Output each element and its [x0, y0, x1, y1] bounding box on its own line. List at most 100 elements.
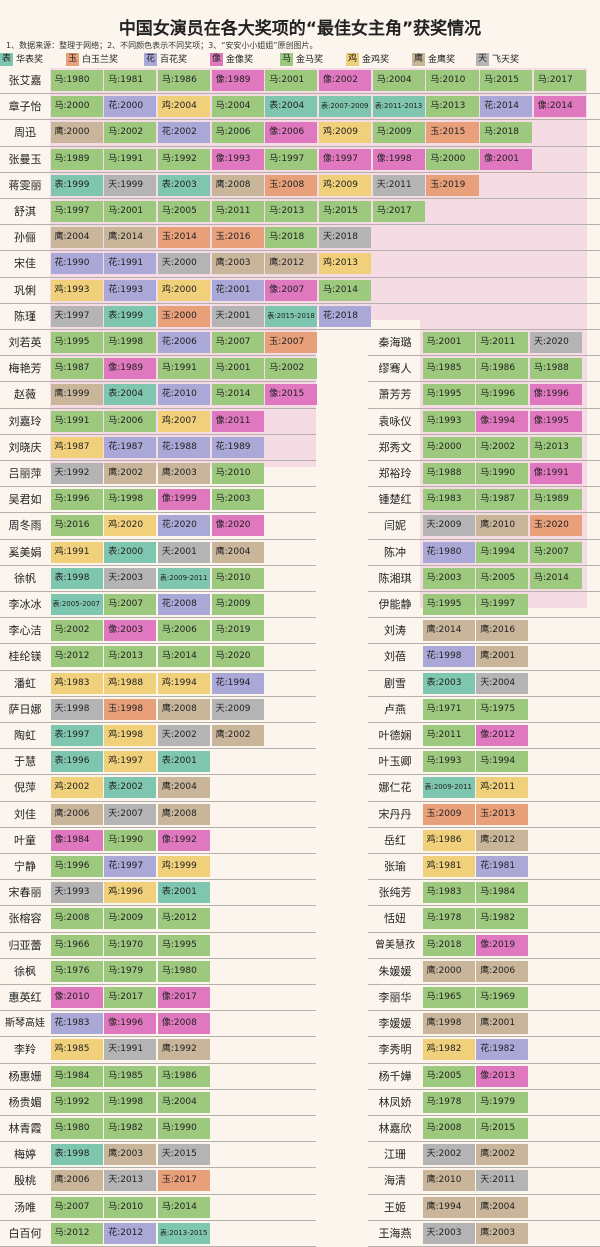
award-cell: 鸡:2004 [157, 96, 211, 118]
award-cell: 鹰:2010 [476, 515, 529, 537]
award-cell: 马:1969 [476, 987, 529, 1008]
award-cell: 马:1987 [50, 358, 103, 380]
award-cell: 马:2015 [319, 201, 372, 222]
award-cell: 马:1976 [50, 960, 103, 982]
actress-name: 李秀明 [378, 1043, 412, 1057]
actress-name: 桂纶镁 [8, 650, 42, 664]
row-divider [368, 591, 600, 592]
award-cell: 天:2018 [319, 227, 372, 249]
actress-name: 杨惠姗 [8, 1069, 42, 1083]
actress-name: 杨千嬅 [378, 1069, 412, 1083]
actress-name: 剧雪 [384, 676, 406, 690]
award-cell: 鹰:2002 [211, 725, 264, 746]
row-divider [0, 224, 600, 226]
award-cell: 玉:2007 [265, 332, 318, 353]
legend-item: 鹰金鹰奖 [412, 53, 455, 67]
award-cell: 玉:2008 [265, 174, 318, 196]
legend-swatch: 天 [476, 53, 489, 66]
award-cell: 马:2015 [480, 70, 533, 91]
legend-swatch: 玉 [66, 53, 79, 66]
award-cell: 鸡:1988 [104, 672, 157, 694]
award-cell: 表:2001 [157, 751, 211, 773]
award-cell: 马:2015 [476, 1118, 529, 1139]
actress-name: 刘涛 [384, 624, 406, 638]
award-cell: 马:2005 [476, 567, 529, 589]
legend: 表华表奖 玉白玉兰奖 花百花奖 像金像奖 马金马奖 鸡金鸡奖 鹰金鹰奖 天飞天奖 [0, 52, 600, 68]
award-cell: 马:1980 [157, 960, 211, 982]
row-divider [368, 381, 600, 383]
actress-name: 蒋雯丽 [8, 178, 42, 192]
row-divider [0, 1219, 316, 1221]
actress-name: 刘蓓 [384, 650, 406, 664]
actress-name: 刘若英 [8, 336, 42, 349]
award-cell: 鹰:2006 [476, 960, 529, 982]
award-cell: 像:1992 [157, 829, 211, 851]
award-cell: 马:1998 [104, 489, 157, 511]
actress-name: 叶德娴 [378, 729, 412, 742]
row-divider [368, 722, 600, 723]
award-cell: 马:2001 [104, 201, 157, 222]
award-cell: 像:2015 [265, 384, 318, 406]
award-cell: 鸡:2009 [319, 174, 372, 196]
legend-label: 飞天奖 [492, 55, 520, 65]
award-cell: 表:2003 [422, 672, 475, 694]
award-cell: 马:2018 [422, 934, 475, 956]
legend-label: 百花奖 [160, 55, 188, 65]
actress-name: 汤唯 [14, 1200, 36, 1214]
award-cell: 玉:2009 [422, 803, 475, 825]
award-cell: 天:1999 [104, 174, 157, 196]
award-cell: 马:1997 [265, 148, 318, 170]
award-cell: 像:2017 [157, 987, 211, 1008]
award-cell: 花:1983 [50, 1013, 103, 1035]
legend-swatch: 花 [144, 53, 157, 66]
award-cell: 马:2005 [157, 201, 211, 222]
row-divider [0, 329, 600, 330]
award-cell: 马:2009 [372, 122, 425, 144]
award-cell: 马:1979 [104, 960, 157, 982]
award-cell: 表:1999 [50, 174, 103, 196]
award-cell: 马:1991 [157, 358, 211, 380]
award-cell: 表:2001 [157, 882, 211, 904]
award-cell: 表:2007-2009 [319, 96, 372, 118]
row-divider [368, 1193, 600, 1195]
row-divider [368, 538, 600, 540]
award-cell: 花:1997 [104, 856, 157, 877]
award-cell: 花:2002 [157, 122, 211, 144]
award-cell: 马:1980 [50, 70, 103, 91]
award-cell: 鸡:1994 [157, 672, 211, 694]
award-cell: 鹰:2010 [422, 1170, 475, 1192]
actress-name: 宋春丽 [8, 886, 42, 900]
row-divider [368, 617, 600, 619]
award-cell: 马:1995 [50, 332, 103, 353]
row-divider [368, 564, 600, 566]
row-divider [0, 853, 316, 854]
row-divider [0, 1167, 316, 1169]
award-cell: 像:2020 [211, 515, 264, 537]
award-cell: 表:2011-2013 [372, 96, 425, 118]
award-cell: 马:1986 [157, 70, 211, 91]
award-cell: 鸡:1983 [50, 672, 103, 694]
award-cell: 玉:2017 [157, 1170, 211, 1192]
award-cell: 表:1997 [50, 725, 103, 746]
actress-name: 巩俐 [14, 283, 36, 297]
award-cell: 鸡:2002 [50, 777, 103, 799]
award-cell: 天:1992 [50, 463, 103, 484]
row-divider [368, 826, 600, 828]
row-divider [368, 957, 600, 959]
actress-name: 张纯芳 [378, 886, 412, 900]
award-cell: 花:1981 [476, 856, 529, 877]
award-cell: 像:2001 [480, 148, 533, 170]
award-cell: 表:2015-2018 [265, 305, 318, 327]
award-cell: 天:2002 [422, 1144, 475, 1166]
award-cell: 马:1965 [422, 987, 475, 1008]
award-cell: 鹰:2002 [476, 1144, 529, 1166]
award-cell: 马:1966 [50, 934, 103, 956]
legend-swatch: 像 [210, 53, 223, 66]
award-cell: 马:1971 [422, 698, 475, 720]
row-divider [0, 538, 316, 540]
award-cell: 马:1998 [104, 1091, 157, 1113]
award-cell: 马:1997 [476, 594, 529, 615]
award-cell: 鹰:2003 [211, 253, 264, 275]
award-cell: 马:1992 [50, 1091, 103, 1113]
